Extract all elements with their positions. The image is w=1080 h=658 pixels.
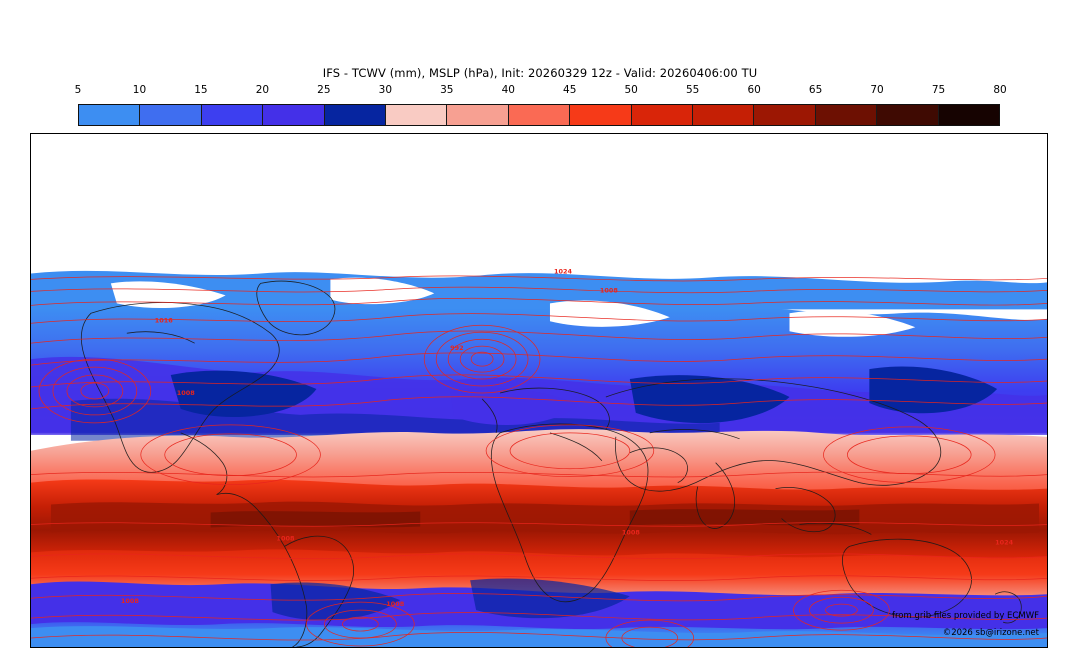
colorbar-tick: 20 — [255, 84, 270, 96]
colorbar-band — [508, 105, 571, 125]
isobar-label: 1008 — [600, 286, 619, 294]
colorbar-band — [324, 105, 387, 125]
colorbar-tick: 15 — [194, 84, 208, 96]
colorbar — [78, 104, 1000, 126]
colorbar-band — [938, 105, 1000, 125]
colorbar-tick: 35 — [440, 84, 454, 96]
colorbar-band — [631, 105, 694, 125]
colorbar-tick-labels: 5 10 15 20 25 30 35 40 45 50 55 60 65 70 75 80 — [74, 84, 1007, 100]
colorbar-tick: 10 — [132, 84, 147, 96]
isobar-label: 1008 — [277, 534, 296, 542]
isobar-labels: 1024 1008 992 1016 1008 1008 1008 1016 1… — [121, 267, 1014, 647]
data-source-attribution: from grib files provided by ECMWF — [892, 611, 1039, 621]
colorbar-tick: 50 — [624, 84, 638, 96]
colorbar-band — [140, 105, 202, 125]
colorbar-tick: 60 — [747, 84, 761, 96]
colorbar-band — [754, 105, 816, 125]
colorbar-tick: 25 — [317, 84, 331, 96]
isobar-label: 1008 — [121, 597, 140, 605]
coastlines — [81, 280, 1022, 647]
tcwv-tropical-belt — [31, 429, 1047, 602]
colorbar-tick: 45 — [563, 84, 577, 96]
mslp-isobars — [31, 275, 1047, 647]
map-canvas: 1024 1008 992 1016 1008 1008 1008 1016 1… — [31, 134, 1047, 647]
colorbar-tick: 5 — [74, 84, 82, 96]
isobar-label: 1008 — [622, 528, 641, 536]
colorbar-band — [693, 105, 755, 125]
colorbar-band — [877, 105, 939, 125]
isobar-label: 1016 — [155, 316, 174, 324]
colorbar-band — [815, 105, 878, 125]
page-title: IFS - TCWV (mm), MSLP (hPa), Init: 20260… — [322, 66, 758, 80]
colorbar-band — [386, 105, 448, 125]
isobar-label: 1008 — [386, 600, 405, 608]
isobar-label: 992 — [450, 344, 464, 352]
isobar-label: 1008 — [177, 389, 196, 397]
colorbar-tick: 70 — [870, 84, 884, 96]
colorbar-tick: 40 — [501, 84, 515, 96]
colorbar-band — [201, 105, 264, 125]
world-map[interactable]: 1024 1008 992 1016 1008 1008 1008 1016 1… — [30, 133, 1048, 648]
tcwv-deep-blue-patches — [170, 366, 998, 426]
colorbar-band — [570, 105, 632, 125]
colorbar-tick: 65 — [808, 84, 823, 96]
colorbar-tick: 75 — [931, 84, 946, 96]
tcwv-southern-blue — [31, 578, 1047, 647]
colorbar-bands — [78, 104, 1000, 126]
colorbar-tick: 55 — [685, 84, 700, 96]
colorbar-tick: 80 — [993, 84, 1007, 96]
colorbar-band — [263, 105, 325, 125]
copyright-attribution: ©2026 sb@irizone.net — [942, 628, 1039, 638]
colorbar-tick: 30 — [378, 84, 393, 96]
isobar-label: 1024 — [995, 538, 1014, 546]
isobar-label: 1024 — [554, 267, 573, 275]
colorbar-band — [447, 105, 509, 125]
colorbar-band — [79, 105, 141, 125]
isobar-label: 1016 — [614, 646, 633, 647]
